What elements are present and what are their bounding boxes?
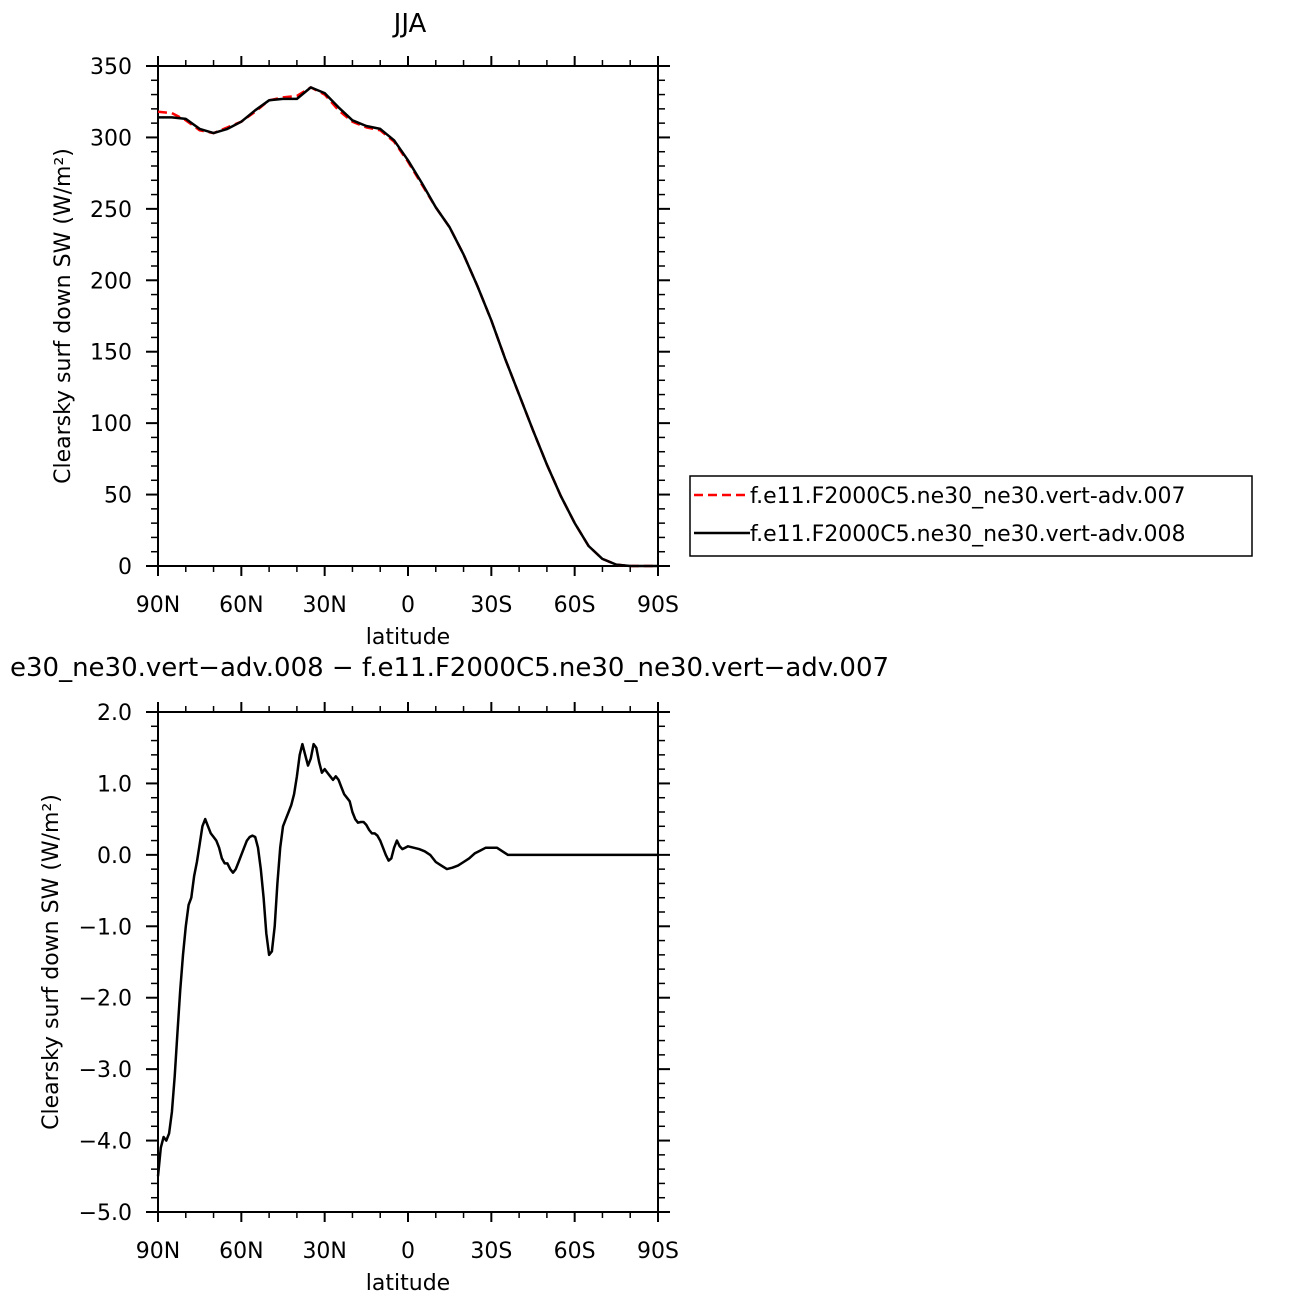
legend-box [689,475,1253,557]
y-tick-label: 150 [90,341,132,366]
plot-frame [157,711,659,1213]
legend-label-1: f.e11.F2000C5.ne30_ne30.vert-adv.007 [750,484,1186,509]
y-tick-label: −2.0 [79,987,132,1012]
x-tick-label: 60S [554,593,596,618]
legend: f.e11.F2000C5.ne30_ne30.vert-adv.007 f.e1… [689,475,1253,557]
y-tick-label: −3.0 [79,1058,132,1083]
series-line-2-1 [156,742,658,1177]
y-tick-label: 350 [90,55,132,80]
chart-title: e30_ne30.vert−adv.008 − f.e11.F2000C5.ne… [10,653,889,683]
y-tick-label: 0.0 [97,844,132,869]
plot-frame [157,65,659,567]
series-line-1-2 [158,86,658,568]
y-tick-label: 250 [90,198,132,223]
x-tick-label: 90N [136,593,180,618]
x-tick-label: 90S [637,593,679,618]
x-tick-label: 30N [302,593,346,618]
x-tick-label: 30S [470,1239,512,1264]
chart-title: JJA [392,9,427,39]
x-tick-label: 30S [470,593,512,618]
x-tick-label: 60N [219,1239,263,1264]
legend-label-2: f.e11.F2000C5.ne30_ne30.vert-adv.008 [750,522,1186,547]
x-tick-label: 0 [401,593,415,618]
y-tick-label: −4.0 [79,1130,132,1155]
x-tick-label: 90S [637,1239,679,1264]
y-tick-label: 100 [90,412,132,437]
chart-panel-2: e30_ne30.vert−adv.008 − f.e11.F2000C5.ne… [10,653,889,1296]
x-tick-label: 30N [302,1239,346,1264]
y-tick-label: 200 [90,269,132,294]
x-axis-label: latitude [366,625,450,650]
x-tick-label: 90N [136,1239,180,1264]
x-axis-label: latitude [366,1271,450,1296]
y-tick-label: 0 [118,555,132,580]
y-tick-label: 50 [104,484,132,509]
y-axis-label: Clearsky surf down SW (W/m²) [51,148,76,484]
y-tick-label: −5.0 [79,1201,132,1226]
y-tick-label: 300 [90,126,132,151]
y-axis-label: Clearsky surf down SW (W/m²) [39,794,64,1130]
x-tick-label: 60S [554,1239,596,1264]
y-tick-label: 2.0 [97,701,132,726]
chart-panel-1: JJA 90N 60N 30N 0 30S 60S 90S 0 50 100 150 200 250 300… [51,9,1253,650]
x-tick-label: 0 [401,1239,415,1264]
x-tick-label: 60N [219,593,263,618]
y-tick-label: −1.0 [79,915,132,940]
y-tick-label: 1.0 [97,772,132,797]
